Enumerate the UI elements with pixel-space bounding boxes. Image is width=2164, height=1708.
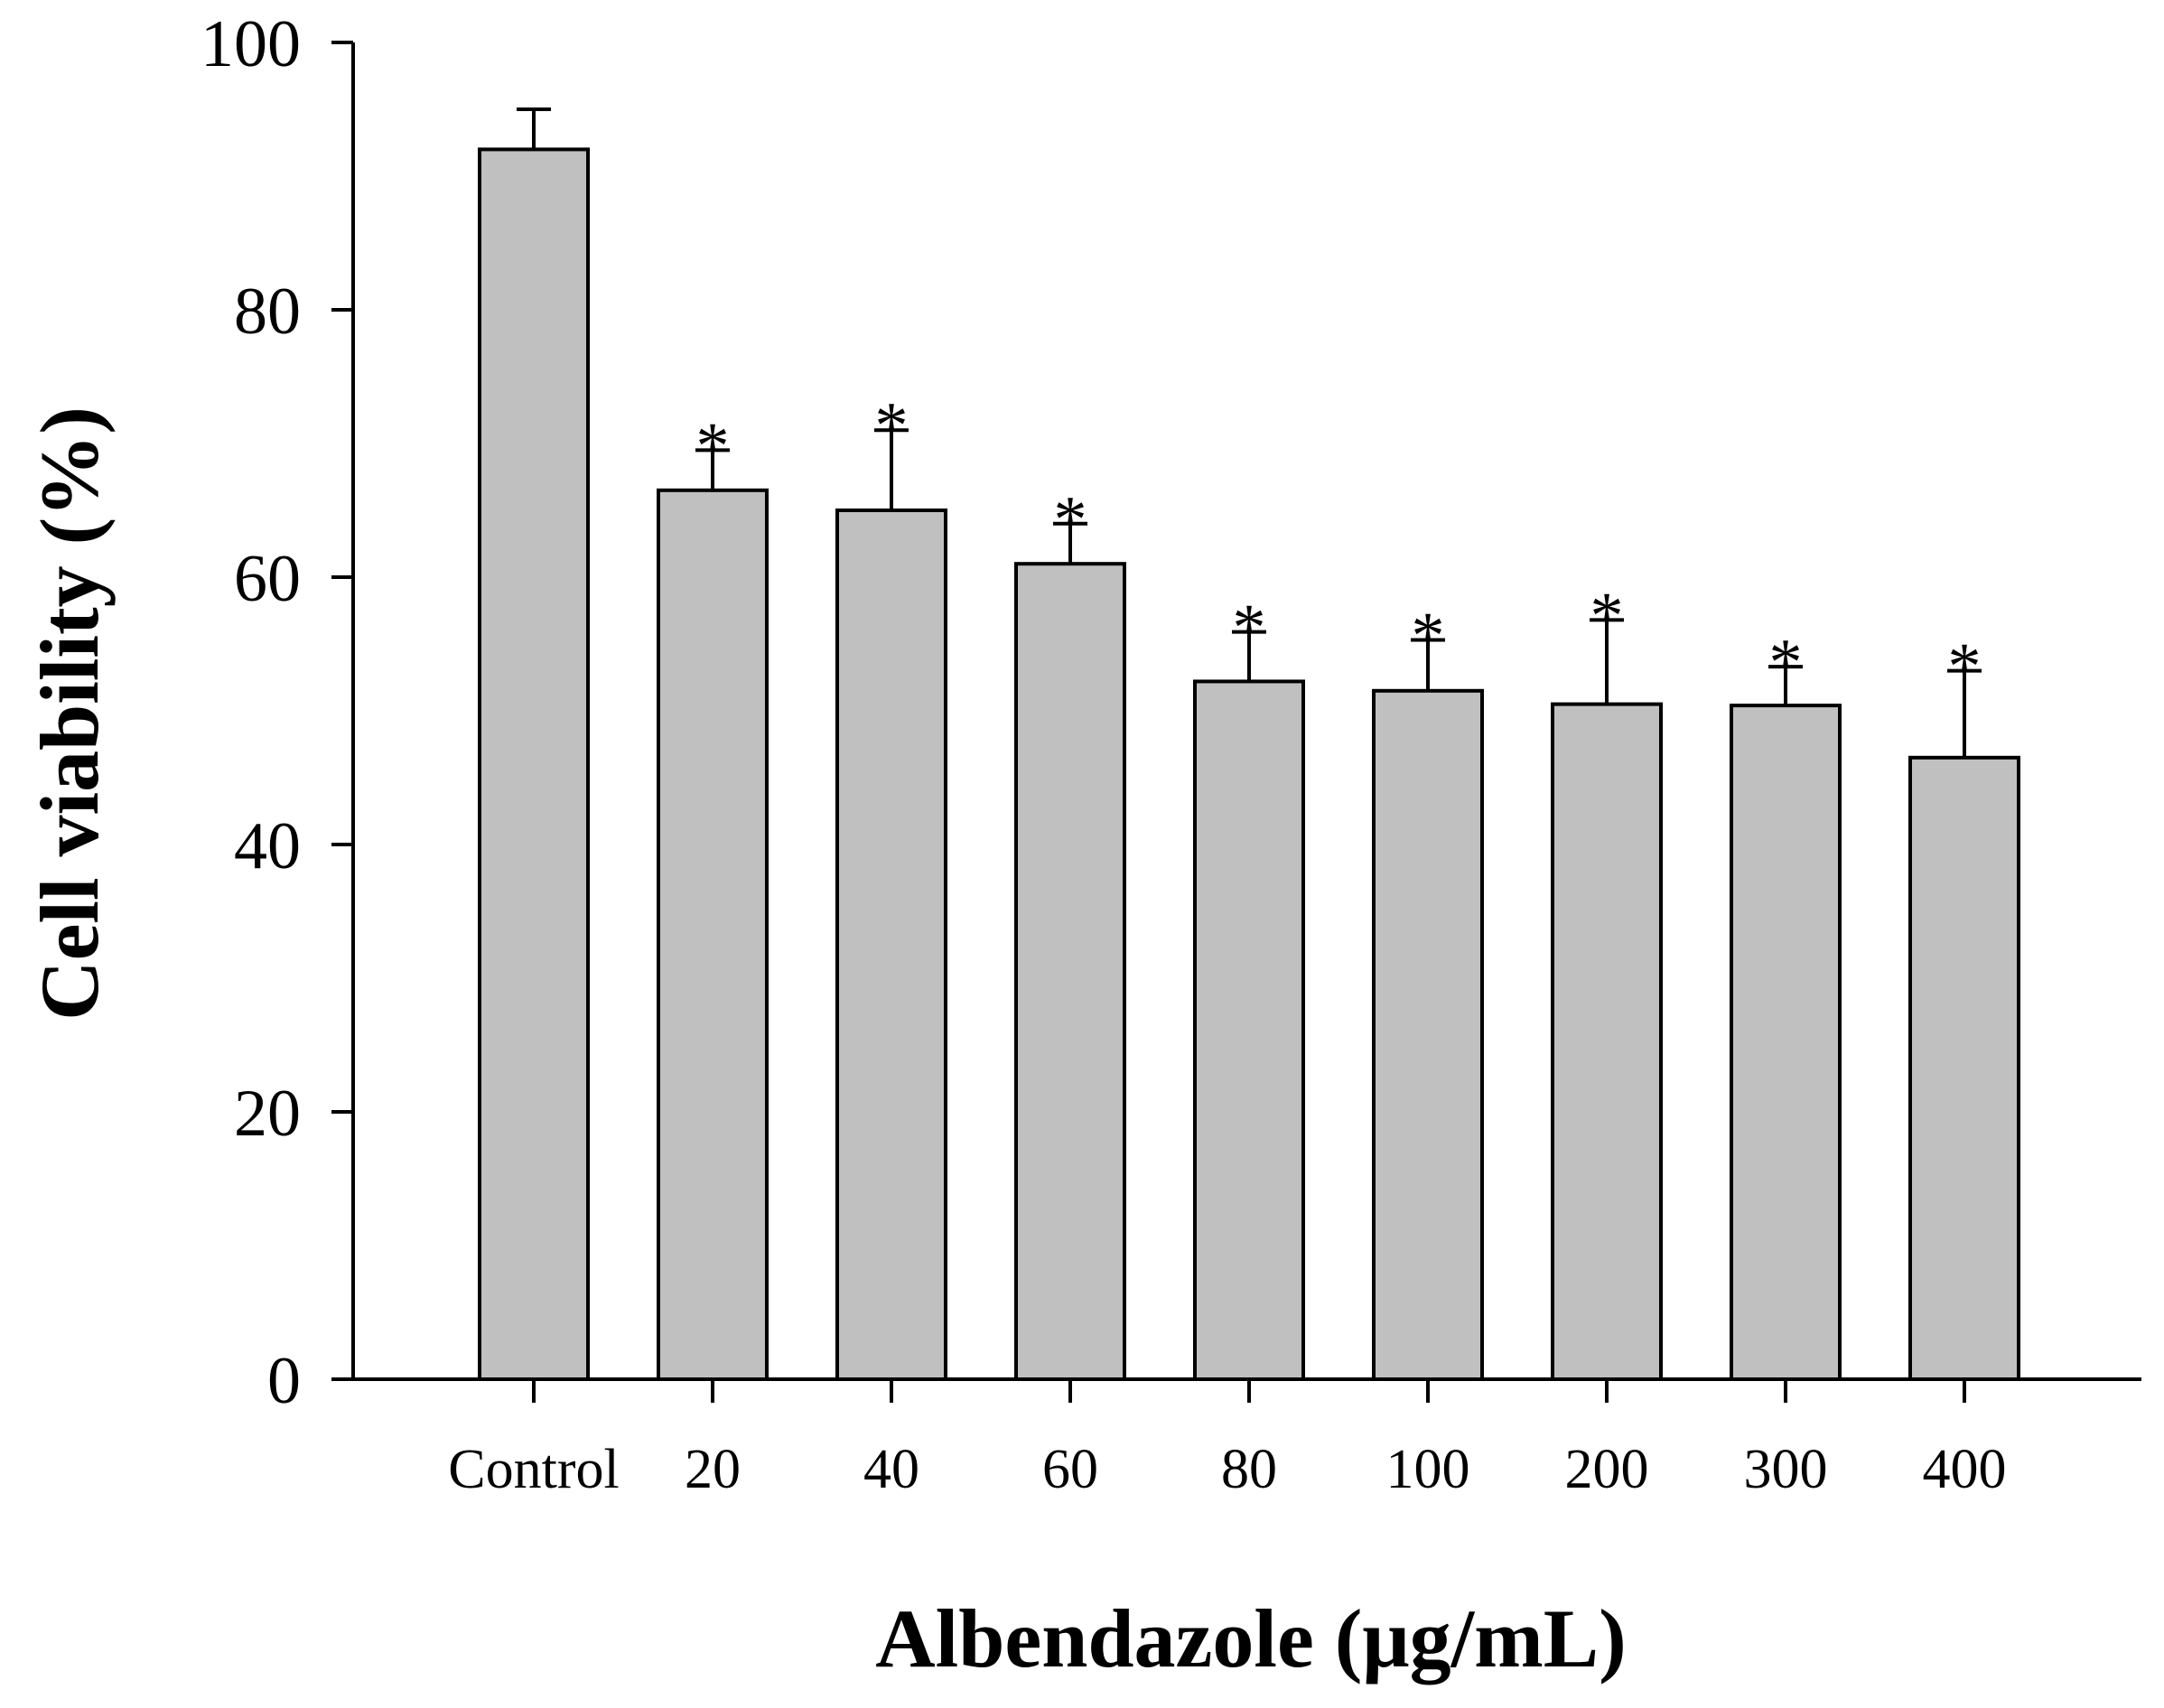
significance-markers-layer: * * * * * * * * (696, 389, 1982, 704)
y-tick-label: 60 (234, 542, 301, 616)
bar (478, 147, 590, 1381)
y-tick-label: 100 (201, 7, 301, 81)
bar (1193, 679, 1305, 1381)
x-tick-label: 200 (1565, 1439, 1649, 1500)
y-tick-label: 80 (234, 275, 301, 349)
bar (1014, 562, 1126, 1381)
y-tick-label: 40 (234, 809, 301, 883)
x-tick-label: Control (448, 1439, 619, 1500)
x-tick-label: 300 (1744, 1439, 1828, 1500)
significance-marker: * (1769, 626, 1803, 700)
error-bars-layer (517, 107, 1982, 758)
bar (657, 488, 769, 1381)
bar (1551, 702, 1663, 1381)
y-tick-label: 20 (234, 1077, 301, 1151)
x-tick-label: 80 (1221, 1439, 1277, 1500)
axes-layer (351, 42, 2141, 1381)
x-tick-label: 60 (1042, 1439, 1098, 1500)
y-tick-label: 0 (267, 1344, 301, 1418)
x-ticks-layer: Control 20 40 60 80 100 200 300 400 (448, 1379, 2007, 1500)
bar (835, 509, 947, 1381)
x-tick-label: 20 (685, 1439, 741, 1500)
significance-marker: * (1412, 600, 1445, 674)
significance-marker: * (1590, 579, 1624, 653)
x-axis-title: Albendazole (μg/mL) (875, 1592, 1627, 1685)
bar (1730, 704, 1842, 1381)
significance-marker: * (1054, 483, 1087, 557)
bar (1372, 688, 1484, 1381)
significance-marker: * (696, 409, 730, 483)
bars-layer (478, 147, 2020, 1381)
x-tick-label: 40 (863, 1439, 919, 1500)
x-tick-label: 100 (1386, 1439, 1470, 1500)
bar (1908, 755, 2020, 1381)
x-tick-label: 400 (1923, 1439, 2007, 1500)
y-ticks-layer: 0 20 40 60 80 100 (201, 7, 353, 1418)
significance-marker: * (1233, 592, 1266, 666)
significance-marker: * (875, 389, 909, 463)
significance-marker: * (1948, 630, 1982, 705)
y-axis-title: Cell viability (%) (23, 406, 116, 1021)
